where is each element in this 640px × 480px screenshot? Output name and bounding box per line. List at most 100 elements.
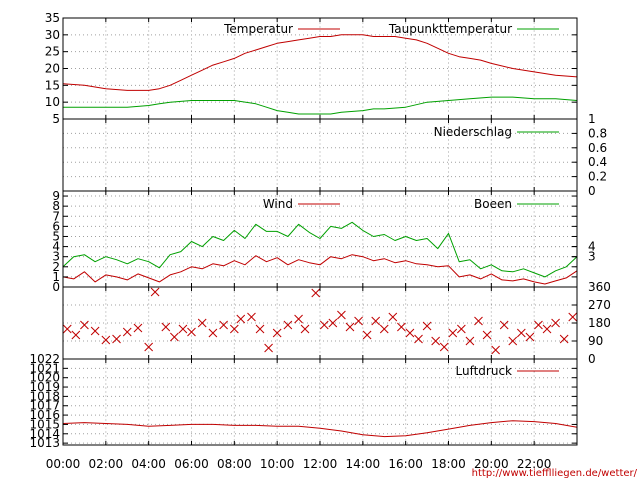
y-tick-label: 1017: [29, 399, 60, 413]
wind-direction-point: [255, 324, 265, 334]
y-tick-label: 1021: [29, 361, 60, 375]
x-tick-label: 06:00: [174, 457, 209, 471]
credit-url: http://www.tiefflliegen.de/wetter/: [472, 468, 638, 479]
wind-direction-point: [414, 334, 423, 344]
y-tick-label: 5: [52, 229, 60, 243]
y-tick-label: 15: [45, 78, 60, 92]
wind-direction-point: [422, 321, 432, 331]
wind-direction-point: [264, 343, 273, 353]
y-tick-label: 1013: [29, 436, 60, 450]
y-tick-label: 35: [45, 11, 60, 25]
wind-direction-point: [474, 316, 483, 326]
y-tick-label: 5: [52, 112, 60, 126]
x-tick-label: 16:00: [388, 457, 423, 471]
x-tick-label: 04:00: [131, 457, 166, 471]
y-tick-label: 25: [45, 45, 60, 59]
wind-direction-point: [508, 336, 518, 346]
y2-tick-label: 270: [588, 298, 611, 312]
wind-direction-point: [319, 320, 329, 330]
y2-tick-label: 0.6: [588, 141, 607, 155]
wind-direction-point: [229, 324, 239, 334]
y-tick-label: 2: [52, 260, 60, 274]
wind-direction-point: [337, 310, 346, 320]
x-tick-label: 02:00: [89, 457, 124, 471]
wind-direction-point: [133, 323, 143, 333]
wind-direction-point: [439, 342, 449, 352]
x-tick-label: 00:00: [46, 457, 81, 471]
series-line-wind-1: [62, 221, 578, 278]
wind-direction-point: [525, 332, 535, 342]
wind-direction-point: [90, 326, 100, 336]
wind-direction-point: [328, 318, 338, 328]
wind-direction-point: [516, 328, 526, 338]
y-tick-label: 10: [45, 95, 60, 109]
wind-direction-point: [80, 320, 89, 330]
wind-direction-point: [112, 334, 121, 344]
y-tick-label: 4: [52, 240, 60, 254]
wind-direction-point: [300, 324, 310, 334]
wind-direction-point: [362, 330, 372, 340]
wind-direction-point: [482, 330, 492, 340]
wind-direction-point: [448, 328, 458, 338]
wind-direction-point: [144, 342, 154, 352]
series-line-wind-0: [62, 254, 578, 285]
series-line-pressure-0: [62, 420, 578, 438]
wind-direction-point: [499, 320, 509, 330]
y-tick-label: 1022: [29, 352, 60, 366]
y-tick-label: 9: [52, 189, 60, 203]
x-tick-label: 14:00: [346, 457, 381, 471]
wind-direction-point: [170, 332, 179, 342]
wind-direction-point: [559, 334, 569, 344]
x-tick-label: 12:00: [303, 457, 338, 471]
y2-tick-label: 0.4: [588, 155, 607, 169]
wind-direction-point: [208, 328, 218, 338]
x-tick-label: 18:00: [431, 457, 466, 471]
y-tick-label: 30: [45, 28, 60, 42]
wind-direction-point: [71, 330, 81, 340]
wind-direction-point: [345, 322, 355, 332]
x-tick-label: 20:00: [474, 457, 509, 471]
wind-direction-point: [294, 314, 303, 324]
wind-direction-point: [388, 312, 398, 322]
y-tick-label: 1: [52, 270, 60, 284]
y-tick-label: 20: [45, 62, 60, 76]
legend-label: Temperatur: [223, 22, 293, 36]
y2-tick-label: 0.2: [588, 170, 607, 184]
y2-tick-label: 1: [588, 112, 596, 126]
series-layer: [62, 34, 578, 438]
series-line-temperature-0: [62, 34, 578, 91]
wind-direction-point: [197, 318, 207, 328]
wind-direction-point: [311, 288, 321, 298]
y-tick-label: 0: [52, 280, 60, 294]
legend-label: Luftdruck: [455, 364, 512, 378]
wind-direction-point: [283, 320, 293, 330]
y-tick-label: 7: [52, 209, 60, 223]
wind-direction-point: [247, 312, 256, 322]
wind-direction-point: [456, 324, 466, 334]
y-tick-label: 1014: [29, 427, 60, 441]
y-tick-label: 1016: [29, 408, 60, 422]
y-tick-label: 3: [52, 250, 60, 264]
legend-label: Wind: [263, 197, 293, 211]
grid-layer: [62, 18, 577, 445]
wind-direction-point: [354, 316, 363, 326]
wind-direction-point: [465, 336, 475, 346]
wind-direction-point: [551, 318, 560, 328]
y-tick-label: 1018: [29, 389, 60, 403]
y2-tick-label: 0.8: [588, 126, 607, 140]
wind-direction-point: [568, 312, 578, 322]
ticks-layer: 510152025303500.20.40.60.810123456789340…: [29, 11, 610, 471]
wind-direction-point: [161, 322, 171, 332]
y2-tick-label: 0: [588, 352, 596, 366]
x-tick-label: 08:00: [217, 457, 252, 471]
wind-direction-point: [236, 314, 246, 324]
y2-tick-label: 0: [588, 184, 596, 198]
legend-label: Boeen: [474, 197, 512, 211]
y-tick-label: 1015: [29, 417, 60, 431]
y2-tick-label: 3: [588, 250, 596, 264]
wind-direction-point: [371, 316, 381, 326]
series-line-temperature-1: [63, 96, 578, 115]
y2-tick-label: 4: [588, 240, 596, 254]
y-tick-label: 8: [52, 199, 60, 213]
wind-direction-point: [534, 320, 543, 330]
